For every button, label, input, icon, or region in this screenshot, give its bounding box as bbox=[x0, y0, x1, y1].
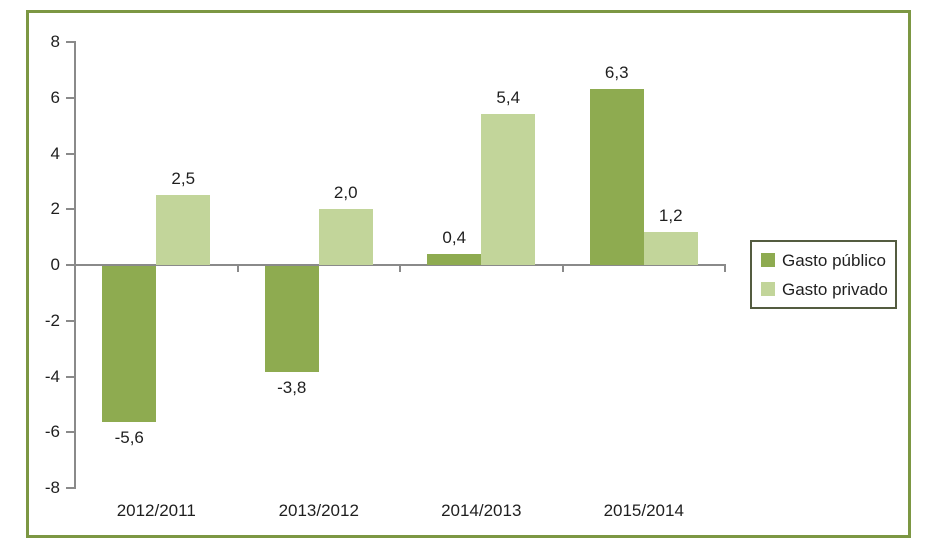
x-axis-tick bbox=[724, 265, 726, 272]
bar-gasto-privado bbox=[643, 231, 698, 265]
y-tick-label: 6 bbox=[50, 87, 60, 107]
y-axis-tick bbox=[66, 152, 75, 155]
bar-value-label: 6,3 bbox=[604, 63, 629, 83]
x-category-label: 2013/2012 bbox=[278, 501, 359, 520]
legend-swatch-gasto-publico bbox=[761, 253, 775, 267]
y-axis-tick bbox=[66, 487, 75, 489]
legend: Gasto público Gasto privado bbox=[750, 240, 897, 309]
bar-gasto-publico bbox=[427, 253, 482, 265]
y-tick-label: -2 bbox=[44, 310, 60, 330]
y-axis-tick bbox=[66, 319, 75, 322]
bar-gasto-publico bbox=[102, 266, 157, 423]
x-category-label: 2012/2011 bbox=[116, 501, 196, 520]
legend-label-gasto-publico: Gasto público bbox=[782, 250, 886, 270]
bar-value-label: -3,8 bbox=[277, 377, 307, 397]
y-tick-label: -4 bbox=[44, 366, 60, 386]
y-axis-tick bbox=[66, 264, 75, 266]
legend-label-gasto-privado: Gasto privado bbox=[782, 279, 888, 299]
bar-value-label: -5,6 bbox=[114, 428, 144, 448]
y-tick-label: -6 bbox=[44, 422, 60, 442]
y-axis-tick bbox=[66, 375, 75, 378]
bar-gasto-privado bbox=[318, 209, 373, 265]
x-axis-tick bbox=[236, 265, 239, 272]
y-axis-tick bbox=[66, 96, 75, 99]
bar-value-label: 2,0 bbox=[333, 183, 358, 203]
y-tick-label: 4 bbox=[50, 143, 60, 163]
legend-swatch-gasto-privado bbox=[761, 282, 775, 296]
bar-gasto-publico bbox=[264, 266, 319, 372]
bar-value-label: 0,4 bbox=[442, 227, 467, 247]
y-tick-label: 0 bbox=[50, 255, 60, 274]
x-axis-tick bbox=[74, 265, 76, 272]
bar-value-label: 5,4 bbox=[496, 88, 521, 108]
x-category-label: 2014/2013 bbox=[441, 501, 522, 520]
bar-gasto-privado bbox=[481, 114, 536, 265]
y-tick-label: -8 bbox=[44, 478, 60, 497]
x-axis-tick bbox=[561, 265, 564, 272]
bar-gasto-privado bbox=[156, 195, 211, 265]
x-axis-tick bbox=[399, 265, 401, 272]
x-category-label: 2015/2014 bbox=[603, 501, 684, 520]
legend-item-gasto-publico: Gasto público bbox=[761, 252, 895, 269]
y-axis-tick bbox=[66, 431, 75, 434]
y-tick-label: 2 bbox=[50, 199, 60, 219]
legend-item-gasto-privado: Gasto privado bbox=[761, 281, 895, 298]
bar-gasto-publico bbox=[589, 89, 644, 265]
bar-value-label: 1,2 bbox=[658, 205, 683, 225]
y-tick-label: 8 bbox=[50, 32, 60, 51]
bar-value-label: 2,5 bbox=[171, 169, 196, 189]
y-axis-tick bbox=[66, 41, 75, 43]
y-axis-tick bbox=[66, 208, 75, 211]
